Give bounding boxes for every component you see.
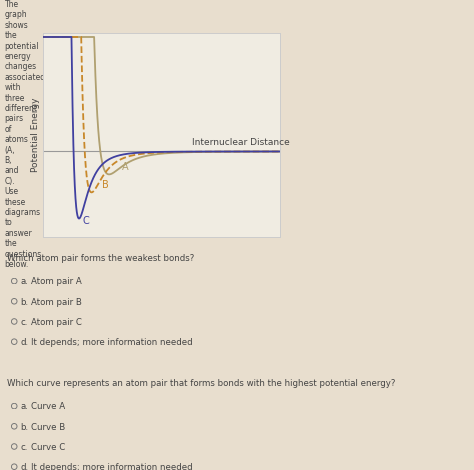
Text: d.: d.: [20, 463, 28, 470]
Text: d.: d.: [20, 338, 28, 347]
Text: Curve C: Curve C: [31, 443, 65, 452]
Text: c.: c.: [20, 318, 28, 327]
Text: Internuclear Distance: Internuclear Distance: [192, 138, 290, 147]
Text: Atom pair A: Atom pair A: [31, 277, 82, 286]
Text: Curve B: Curve B: [31, 423, 65, 431]
Text: It depends; more information needed: It depends; more information needed: [31, 338, 192, 347]
Text: A: A: [122, 162, 128, 172]
Y-axis label: Potential Energy: Potential Energy: [31, 98, 40, 172]
Text: Which atom pair forms the weakest bonds?: Which atom pair forms the weakest bonds?: [7, 254, 194, 263]
Text: B: B: [101, 180, 109, 190]
Text: C: C: [83, 216, 90, 226]
Text: c.: c.: [20, 443, 28, 452]
Text: a.: a.: [20, 402, 28, 411]
Text: Atom pair B: Atom pair B: [31, 298, 82, 306]
Text: The graph shows the potential energy changes associated with three different pai: The graph shows the potential energy cha…: [5, 0, 46, 269]
Text: Curve A: Curve A: [31, 402, 65, 411]
Text: Atom pair C: Atom pair C: [31, 318, 82, 327]
Text: b.: b.: [20, 423, 28, 431]
Text: It depends; more information needed: It depends; more information needed: [31, 463, 192, 470]
Text: Which curve represents an atom pair that forms bonds with the highest potential : Which curve represents an atom pair that…: [7, 379, 395, 388]
Text: a.: a.: [20, 277, 28, 286]
Text: b.: b.: [20, 298, 28, 306]
